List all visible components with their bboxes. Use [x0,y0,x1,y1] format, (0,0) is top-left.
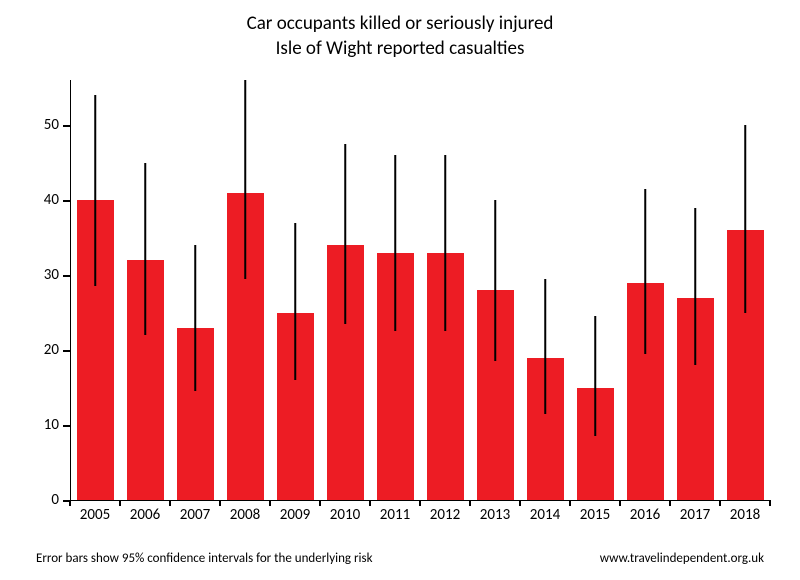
error-bar [444,155,446,331]
y-tick-label: 0 [51,491,59,509]
error-bar [244,80,246,279]
x-tick [369,500,371,506]
x-tick-label: 2012 [430,506,460,524]
x-tick-label: 2014 [530,506,560,524]
x-tick [669,500,671,506]
error-bar [644,189,646,354]
x-tick [769,500,771,506]
x-tick-label: 2017 [680,506,710,524]
y-tick-label: 30 [44,266,59,284]
x-tick [619,500,621,506]
error-bar [694,208,696,366]
title-line-1: Car occupants killed or seriously injure… [0,12,800,37]
error-bar [194,245,196,391]
title-line-2: Isle of Wight reported casualties [0,37,800,62]
x-tick [269,500,271,506]
x-tick [219,500,221,506]
x-tick [119,500,121,506]
error-bar [494,200,496,361]
footer-note-left: Error bars show 95% confidence intervals… [36,551,373,566]
error-bar [544,279,546,414]
x-tick [719,500,721,506]
x-tick-label: 2010 [330,506,360,524]
x-tick-label: 2009 [280,506,310,524]
error-bar [594,316,596,436]
x-tick [469,500,471,506]
chart-title: Car occupants killed or seriously injure… [0,12,800,61]
y-tick-label: 50 [44,116,59,134]
x-tick [69,500,71,506]
x-tick-label: 2005 [80,506,110,524]
footer-note-right: www.travelindependent.org.uk [600,551,764,566]
x-tick [419,500,421,506]
x-tick [569,500,571,506]
error-bar [744,125,746,313]
y-tick-label: 40 [44,191,59,209]
x-tick-label: 2015 [580,506,610,524]
error-bar [144,163,146,336]
x-tick-label: 2007 [180,506,210,524]
x-tick-label: 2011 [380,506,410,524]
error-bar [294,223,296,381]
y-tick-label: 10 [44,416,59,434]
y-tick-label: 20 [44,341,59,359]
x-tick-label: 2008 [230,506,260,524]
plot-area: 2005200620072008200920102011201220132014… [70,80,770,501]
x-tick-label: 2018 [730,506,760,524]
x-tick [169,500,171,506]
chart-container: Car occupants killed or seriously injure… [0,0,800,580]
error-bar [344,144,346,324]
x-tick-label: 2006 [130,506,160,524]
x-tick [519,500,521,506]
x-tick-label: 2016 [630,506,660,524]
error-bar [94,95,96,286]
x-tick [319,500,321,506]
x-tick-label: 2013 [480,506,510,524]
error-bar [394,155,396,331]
